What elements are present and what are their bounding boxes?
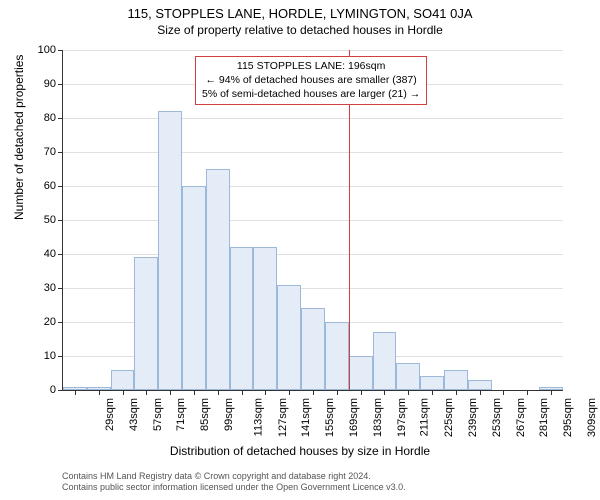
ytick-label: 20 — [26, 316, 56, 328]
ytick-label: 60 — [26, 180, 56, 192]
ytick-label: 30 — [26, 282, 56, 294]
xtick-mark — [75, 390, 76, 395]
xtick-label: 57sqm — [152, 398, 164, 431]
xtick-label: 85sqm — [199, 398, 211, 431]
histogram-bar — [182, 186, 206, 390]
xtick-mark — [194, 390, 195, 395]
ytick-label: 50 — [26, 214, 56, 226]
ytick-mark — [58, 220, 63, 221]
ytick-label: 100 — [26, 44, 56, 56]
ytick-mark — [58, 84, 63, 85]
annotation-line2: ← 94% of detached houses are smaller (38… — [202, 73, 420, 87]
gridline — [63, 50, 563, 51]
xtick-label: 309sqm — [586, 398, 598, 437]
xtick-label: 183sqm — [372, 398, 384, 437]
xtick-mark — [480, 390, 481, 395]
xtick-mark — [242, 390, 243, 395]
xtick-label: 29sqm — [104, 398, 116, 431]
xtick-mark — [218, 390, 219, 395]
xtick-mark — [527, 390, 528, 395]
xtick-label: 253sqm — [491, 398, 503, 437]
xtick-label: 127sqm — [277, 398, 289, 437]
histogram-bar — [253, 247, 277, 390]
ytick-mark — [58, 186, 63, 187]
xtick-label: 71sqm — [175, 398, 187, 431]
histogram-bar — [301, 308, 325, 390]
xtick-label: 43sqm — [128, 398, 140, 431]
xtick-mark — [123, 390, 124, 395]
ytick-label: 10 — [26, 350, 56, 362]
ytick-mark — [58, 50, 63, 51]
histogram-bar — [444, 370, 468, 390]
xtick-label: 141sqm — [301, 398, 313, 437]
ytick-mark — [58, 288, 63, 289]
histogram-bar — [134, 257, 158, 390]
ytick-mark — [58, 356, 63, 357]
xtick-mark — [384, 390, 385, 395]
annotation-line1: 115 STOPPLES LANE: 196sqm — [202, 59, 420, 73]
histogram-bar — [349, 356, 373, 390]
xtick-mark — [337, 390, 338, 395]
histogram-bar — [158, 111, 182, 390]
histogram-bar — [206, 169, 230, 390]
xtick-mark — [265, 390, 266, 395]
ytick-mark — [58, 322, 63, 323]
ytick-label: 0 — [26, 384, 56, 396]
xtick-mark — [456, 390, 457, 395]
xtick-mark — [408, 390, 409, 395]
histogram-bar — [420, 376, 444, 390]
annotation-box: 115 STOPPLES LANE: 196sqm← 94% of detach… — [195, 56, 427, 105]
xtick-mark — [289, 390, 290, 395]
gridline — [63, 254, 563, 255]
gridline — [63, 186, 563, 187]
gridline — [63, 152, 563, 153]
xtick-label: 113sqm — [252, 398, 264, 436]
y-axis-label: Number of detached properties — [12, 55, 26, 220]
histogram-bar — [325, 322, 349, 390]
ytick-mark — [58, 254, 63, 255]
xtick-label: 155sqm — [324, 398, 336, 437]
xtick-mark — [503, 390, 504, 395]
xtick-label: 281sqm — [539, 398, 551, 437]
ytick-mark — [58, 152, 63, 153]
annotation-line3: 5% of semi-detached houses are larger (2… — [202, 87, 420, 101]
ytick-label: 40 — [26, 248, 56, 260]
footnote-line1: Contains HM Land Registry data © Crown c… — [62, 471, 406, 483]
histogram-bar — [277, 285, 301, 390]
xtick-mark — [313, 390, 314, 395]
xtick-mark — [99, 390, 100, 395]
xtick-mark — [432, 390, 433, 395]
chart-title: 115, STOPPLES LANE, HORDLE, LYMINGTON, S… — [0, 0, 600, 21]
xtick-label: 169sqm — [348, 398, 360, 437]
xtick-label: 197sqm — [396, 398, 408, 437]
histogram-bar — [111, 370, 135, 390]
ytick-label: 80 — [26, 112, 56, 124]
xtick-label: 239sqm — [467, 398, 479, 437]
histogram-bar — [230, 247, 254, 390]
chart-subtitle: Size of property relative to detached ho… — [0, 21, 600, 37]
xtick-mark — [361, 390, 362, 395]
ytick-label: 70 — [26, 146, 56, 158]
gridline — [63, 118, 563, 119]
histogram-bar — [373, 332, 397, 390]
xtick-mark — [170, 390, 171, 395]
histogram-bar — [468, 380, 492, 390]
xtick-label: 211sqm — [419, 398, 431, 436]
gridline — [63, 220, 563, 221]
histogram-bar — [396, 363, 420, 390]
xtick-mark — [551, 390, 552, 395]
x-axis-label: Distribution of detached houses by size … — [0, 444, 600, 458]
xtick-label: 99sqm — [223, 398, 235, 431]
xtick-label: 225sqm — [443, 398, 455, 437]
ytick-label: 90 — [26, 78, 56, 90]
xtick-label: 295sqm — [562, 398, 574, 437]
footnote: Contains HM Land Registry data © Crown c… — [62, 471, 406, 494]
ytick-mark — [58, 118, 63, 119]
footnote-line2: Contains public sector information licen… — [62, 482, 406, 494]
ytick-mark — [58, 390, 63, 391]
xtick-mark — [146, 390, 147, 395]
xtick-label: 267sqm — [515, 398, 527, 437]
